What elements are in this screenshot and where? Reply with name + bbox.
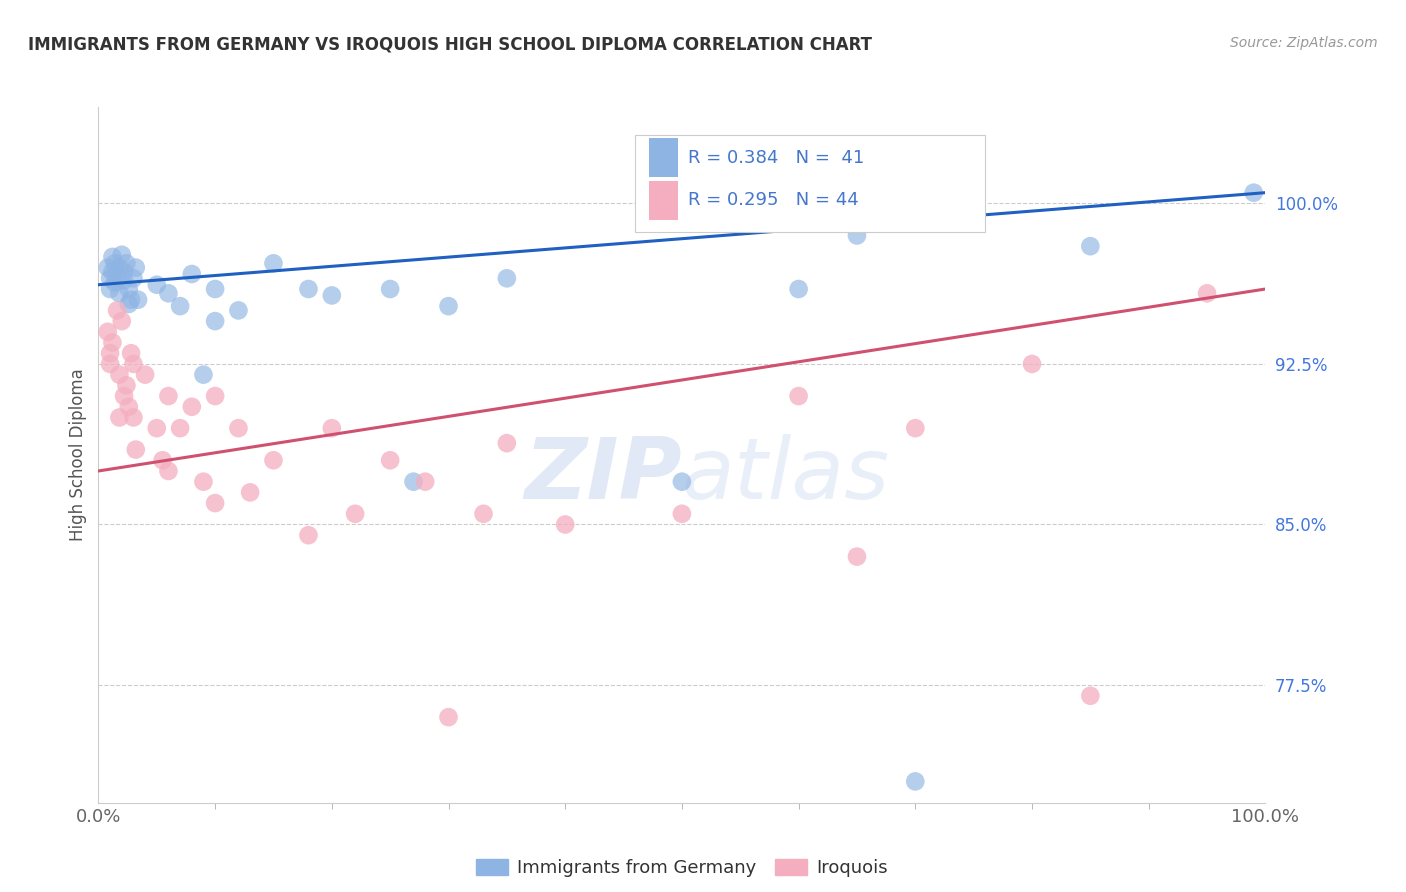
FancyBboxPatch shape [636, 135, 986, 232]
Text: R = 0.384   N =  41: R = 0.384 N = 41 [688, 149, 865, 167]
Point [104, 276, 127, 290]
Point [1021, 357, 1043, 371]
Text: atlas: atlas [682, 434, 890, 517]
Point [97, 325, 120, 339]
Point [262, 256, 284, 270]
Point [204, 314, 226, 328]
Point [169, 421, 191, 435]
Point [321, 288, 343, 302]
Bar [650, 181, 679, 219]
Point [496, 436, 519, 450]
Bar [650, 138, 679, 177]
Point [380, 453, 402, 467]
Point [120, 346, 142, 360]
Point [204, 496, 226, 510]
Legend: Immigrants from Germany, Iroquois: Immigrants from Germany, Iroquois [468, 852, 896, 884]
Y-axis label: High School Diploma: High School Diploma [69, 368, 87, 541]
Point [122, 271, 145, 285]
Point [437, 299, 460, 313]
Point [111, 314, 134, 328]
Point [122, 357, 145, 371]
Text: Source: ZipAtlas.com: Source: ZipAtlas.com [1230, 36, 1378, 50]
Point [413, 475, 436, 489]
Point [193, 475, 215, 489]
Point [115, 256, 138, 270]
Point [98, 282, 121, 296]
Point [120, 293, 142, 307]
Point [104, 256, 127, 270]
Text: IMMIGRANTS FROM GERMANY VS IROQUOIS HIGH SCHOOL DIPLOMA CORRELATION CHART: IMMIGRANTS FROM GERMANY VS IROQUOIS HIGH… [28, 36, 872, 54]
Point [204, 389, 226, 403]
Point [105, 303, 128, 318]
Point [193, 368, 215, 382]
Point [1195, 286, 1218, 301]
Point [105, 267, 128, 281]
Point [297, 282, 319, 296]
Point [157, 389, 180, 403]
Point [122, 410, 145, 425]
Point [228, 303, 250, 318]
Point [321, 421, 343, 435]
Point [97, 260, 120, 275]
Point [437, 710, 460, 724]
Point [112, 265, 135, 279]
Point [262, 453, 284, 467]
Point [111, 248, 134, 262]
Point [125, 260, 148, 275]
Point [297, 528, 319, 542]
Point [98, 346, 121, 360]
Point [146, 277, 169, 292]
Point [108, 260, 131, 275]
Point [1080, 689, 1102, 703]
Point [671, 475, 693, 489]
Point [472, 507, 495, 521]
Point [787, 282, 810, 296]
Point [180, 267, 202, 281]
Point [125, 442, 148, 457]
Point [98, 271, 121, 285]
Point [1080, 239, 1102, 253]
Point [554, 517, 576, 532]
Point [204, 282, 226, 296]
Point [846, 228, 869, 243]
Point [380, 282, 402, 296]
Point [157, 464, 180, 478]
Point [169, 299, 191, 313]
Point [152, 453, 174, 467]
Point [118, 282, 141, 296]
Point [146, 421, 169, 435]
Point [127, 293, 149, 307]
Point [904, 421, 927, 435]
Point [239, 485, 262, 500]
Point [108, 368, 131, 382]
Point [671, 507, 693, 521]
Point [496, 271, 519, 285]
Point [904, 774, 927, 789]
Point [787, 389, 810, 403]
Point [112, 389, 135, 403]
Point [402, 475, 425, 489]
Point [112, 273, 135, 287]
Point [846, 549, 869, 564]
Point [108, 410, 131, 425]
Point [180, 400, 202, 414]
Point [118, 400, 141, 414]
Text: ZIP: ZIP [524, 434, 682, 517]
Point [115, 378, 138, 392]
Point [228, 421, 250, 435]
Point [118, 297, 141, 311]
Point [344, 507, 367, 521]
Point [108, 286, 131, 301]
Point [101, 250, 124, 264]
Point [1243, 186, 1265, 200]
Point [157, 286, 180, 301]
Point [101, 265, 124, 279]
Point [98, 357, 121, 371]
Text: R = 0.295   N = 44: R = 0.295 N = 44 [688, 192, 859, 210]
Point [134, 368, 156, 382]
Point [101, 335, 124, 350]
